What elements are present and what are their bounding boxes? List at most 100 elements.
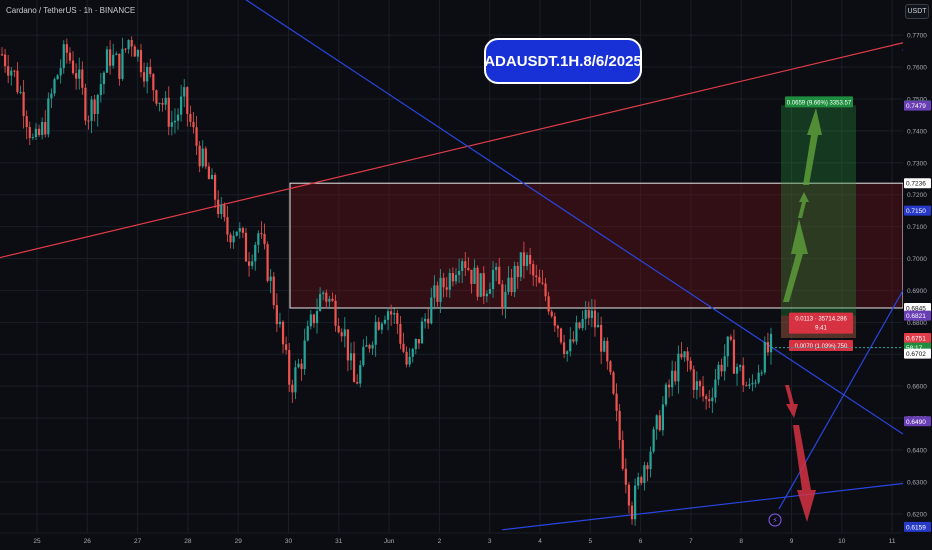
y-tick-label: 0.6300: [907, 479, 927, 486]
candle-body: [127, 40, 130, 50]
currency-button[interactable]: USDT: [905, 4, 929, 19]
candle-body: [44, 122, 47, 135]
candle-body: [28, 127, 31, 138]
level-tag-label: 0.6490: [906, 419, 926, 426]
candle-body: [575, 322, 578, 342]
candle-body: [482, 273, 485, 297]
candle-body: [553, 316, 556, 326]
candle-body: [714, 379, 717, 398]
candle-body: [390, 311, 393, 315]
candle-body: [34, 128, 38, 138]
candle-body: [572, 339, 575, 342]
candle-body: [161, 102, 164, 105]
candle-body: [393, 312, 396, 315]
candle-body: [695, 381, 698, 390]
x-tick-label: 7: [689, 538, 693, 545]
x-tick-label: 5: [588, 538, 592, 545]
event-marker-icon: [768, 513, 782, 527]
y-tick-label: 0.7300: [907, 160, 927, 167]
stop-label-bg: [789, 312, 853, 334]
candle-body: [485, 293, 488, 297]
candle-body: [569, 339, 572, 352]
x-tick-label: 25: [33, 538, 41, 545]
y-tick-label: 0.6400: [907, 448, 927, 455]
candle-body: [201, 148, 204, 167]
candle-body: [56, 75, 59, 80]
candle-body: [739, 365, 742, 368]
x-tick-label: 26: [84, 538, 92, 545]
candle-body: [78, 69, 81, 79]
candle-body: [81, 69, 84, 88]
candle-body: [260, 233, 263, 235]
green-arrow-1: [783, 219, 808, 302]
candle-body: [359, 365, 362, 384]
candle-body: [291, 384, 294, 393]
candle-body: [254, 244, 257, 262]
x-tick-label: Jun: [384, 538, 395, 545]
y-tick-label: 0.6600: [907, 384, 927, 391]
candle-body: [726, 336, 729, 357]
y-tick-label: 0.7600: [907, 65, 927, 72]
candle-body: [16, 70, 19, 93]
candle-body: [544, 283, 547, 297]
candle-body: [183, 87, 186, 97]
candle-body: [745, 385, 748, 387]
candle-body: [374, 321, 377, 345]
candle-body: [217, 199, 220, 215]
candle-body: [229, 234, 232, 243]
lightning-icon: ⚡: [772, 516, 778, 525]
candle-body: [263, 233, 266, 245]
candle-body: [504, 291, 507, 309]
candle-body: [510, 277, 513, 293]
candle-body: [556, 325, 560, 329]
candle-body: [538, 277, 541, 283]
level-tag-label: 0.6159: [906, 524, 926, 531]
candle-body: [189, 114, 192, 122]
candle-body: [451, 273, 454, 282]
candle-body: [448, 273, 451, 290]
level-tag-label: 0.6751: [906, 335, 926, 342]
candle-body: [535, 275, 538, 278]
candle-body: [328, 298, 331, 302]
candle-body: [711, 397, 714, 402]
candle-body: [615, 393, 618, 411]
candle-body: [37, 128, 41, 135]
x-tick-label: 2: [438, 538, 442, 545]
candle-body: [559, 328, 563, 343]
candle-body: [593, 310, 597, 328]
candle-body: [414, 339, 417, 350]
candle-body: [606, 340, 609, 362]
candle-body: [417, 339, 421, 344]
candle-body: [461, 261, 464, 271]
candle-body: [362, 346, 365, 366]
candle-body: [701, 386, 705, 397]
candle-body: [637, 477, 640, 486]
candle-body: [352, 353, 356, 383]
candle-body: [180, 96, 183, 115]
candle-body: [467, 267, 470, 270]
candle-body: [306, 326, 309, 341]
candle-body: [766, 342, 770, 353]
candle-body: [532, 264, 535, 276]
candle-body: [118, 53, 121, 79]
candle-body: [380, 323, 383, 330]
candle-body: [121, 48, 124, 79]
candle-body: [751, 382, 754, 385]
candle-body: [627, 484, 631, 506]
candle-body: [634, 485, 637, 520]
blue-base-line: [502, 482, 904, 531]
candle-body: [680, 353, 683, 358]
red-arrow-1: [785, 385, 798, 418]
entry-label: 0.0070 (1.03%) 750: [795, 344, 848, 350]
candle-body: [411, 349, 414, 357]
level-tag-bg: [904, 100, 931, 111]
candle-body: [0, 54, 4, 56]
candle-body: [420, 321, 424, 344]
candle-body: [439, 277, 442, 302]
candle-body: [31, 137, 34, 139]
candle-body: [655, 415, 658, 430]
candle-body: [643, 465, 646, 484]
candle-body: [464, 261, 467, 268]
